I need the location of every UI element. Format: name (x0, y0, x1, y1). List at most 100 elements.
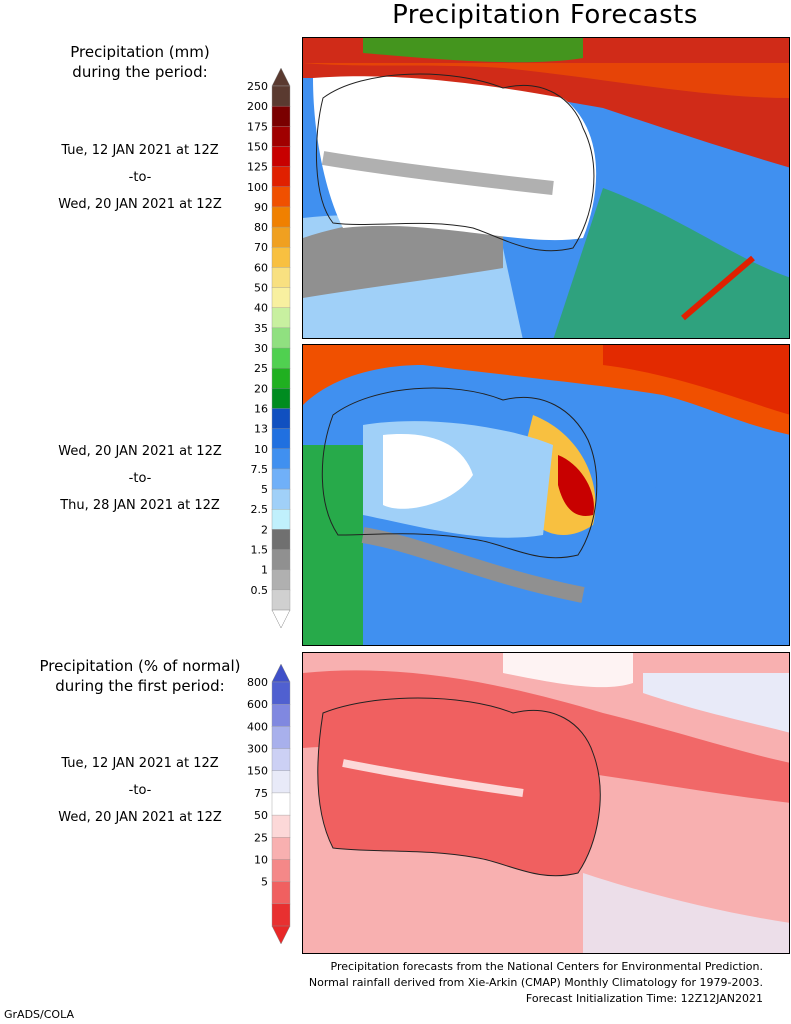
colorbar-tick-label: 16 (254, 402, 268, 415)
colorbar-top-triangle (271, 67, 291, 87)
colorbar-swatch (271, 388, 291, 410)
colorbar-swatch (271, 726, 291, 750)
colorbar-swatch (271, 859, 291, 883)
colorbar-tick-label: 35 (254, 322, 268, 335)
colorbar-swatch (271, 206, 291, 228)
period2-label: Wed, 20 JAN 2021 at 12Z -to- Thu, 28 JAN… (0, 438, 280, 519)
colorbar-tick-label: 25 (254, 831, 268, 844)
precip-heading-line2: during the period: (72, 63, 208, 81)
colorbar-swatch (271, 681, 291, 705)
period3-sep: -to- (128, 783, 152, 798)
colorbar-tick-label: 13 (254, 423, 268, 436)
colorbar-swatch (271, 105, 291, 128)
map-panel-period1 (302, 37, 790, 339)
colorbar-swatch (271, 748, 291, 772)
period1-start: Tue, 12 JAN 2021 at 12Z (61, 143, 219, 158)
cbar2-svg: 800 600 400 300 150 75 50 25 10 5 (247, 663, 291, 945)
colorbar-bottom-triangle (271, 609, 291, 629)
colorbar-tick-label: 5 (261, 483, 268, 496)
colorbar-tick-label: 400 (247, 720, 268, 733)
footer-line2: Normal rainfall derived from Xie-Arkin (… (308, 976, 763, 989)
colorbar-tick-label: 800 (247, 676, 268, 689)
colorbar-swatch (271, 903, 291, 927)
colorbar-swatch (271, 529, 291, 551)
colorbar-swatch (271, 509, 291, 531)
period1-label: Tue, 12 JAN 2021 at 12Z -to- Wed, 20 JAN… (0, 137, 280, 218)
pct-normal-map (303, 653, 789, 953)
colorbar-tick-label: 250 (247, 80, 268, 93)
pct-heading-line1: Precipitation (% of normal) (39, 657, 241, 675)
colorbar-swatch (271, 770, 291, 794)
colorbar-swatch (271, 428, 291, 450)
colorbar-swatch (271, 327, 291, 349)
colorbar-swatch (271, 267, 291, 289)
colorbar-tick-label: 90 (254, 201, 268, 214)
colorbar-tick-label: 600 (247, 698, 268, 711)
colorbar-swatch (271, 488, 291, 510)
colorbar-tick-label: 10 (254, 443, 268, 456)
period3-label: Tue, 12 JAN 2021 at 12Z -to- Wed, 20 JAN… (0, 750, 280, 831)
precip-map-2 (303, 345, 789, 645)
colorbar-bottom-triangle (271, 925, 291, 945)
colorbar-swatch (271, 126, 291, 148)
colorbar-tick-label: 80 (254, 221, 268, 234)
colorbar-tick-label: 30 (254, 342, 268, 355)
colorbar-swatch (271, 166, 291, 188)
colorbar-swatch (271, 186, 291, 208)
pct-colorbar: 800 600 400 300 150 75 50 25 10 5 (232, 663, 292, 945)
colorbar-swatch (271, 85, 291, 107)
period2-start: Wed, 20 JAN 2021 at 12Z (58, 444, 222, 459)
colorbar-swatch (271, 448, 291, 470)
colorbar-tick-label: 20 (254, 382, 268, 395)
colorbar-swatch (271, 226, 291, 248)
period2-end: Thu, 28 JAN 2021 at 12Z (60, 498, 220, 513)
colorbar-swatch (271, 146, 291, 168)
period3-end: Wed, 20 JAN 2021 at 12Z (58, 810, 222, 825)
colorbar-tick-label: 1.5 (251, 544, 269, 557)
map-panel-period2 (302, 344, 790, 646)
colorbar-swatch (271, 569, 291, 591)
colorbar-swatch (271, 468, 291, 490)
colorbar-tick-label: 10 (254, 853, 268, 866)
colorbar-tick-label: 5 (261, 876, 268, 889)
footer-line3: Forecast Initialization Time: 12Z12JAN20… (525, 992, 763, 1005)
pct-legend-heading: Precipitation (% of normal) during the f… (0, 656, 280, 696)
colorbar-tick-label: 60 (254, 261, 268, 274)
precip-colorbar: 250 200 175 150 125 100 90 80 70 60 50 40 35 30 25 20 16… (232, 67, 292, 629)
colorbar-swatch (271, 814, 291, 838)
precip-legend-heading: Precipitation (mm) during the period: (0, 42, 280, 82)
map-panel-pct-normal (302, 652, 790, 954)
precip-map-1 (303, 38, 789, 338)
colorbar-tick-label: 75 (254, 787, 268, 800)
cbar1-svg: 2502001751501251009080706050403530252016… (247, 67, 291, 629)
colorbar-swatch (271, 549, 291, 571)
period1-sep: -to- (128, 170, 152, 185)
colorbar-swatch (271, 367, 291, 390)
precip-heading-line1: Precipitation (mm) (70, 43, 210, 61)
footer-line1: Precipitation forecasts from the Nationa… (330, 960, 764, 973)
period2-sep: -to- (128, 471, 152, 486)
colorbar-tick-label: 200 (247, 100, 268, 113)
colorbar-tick-label: 70 (254, 241, 268, 254)
colorbar-tick-label: 50 (254, 282, 268, 295)
colorbar-top-triangle (271, 663, 291, 683)
colorbar-tick-label: 300 (247, 743, 268, 756)
colorbar-tick-label: 175 (247, 120, 268, 133)
colorbar-tick-label: 150 (247, 140, 268, 153)
colorbar-tick-label: 40 (254, 302, 268, 315)
colorbar-swatch (271, 881, 291, 905)
colorbar-swatch (271, 287, 291, 309)
colorbar-swatch (271, 703, 291, 728)
colorbar-swatch (271, 408, 291, 430)
colorbar-swatch (271, 247, 291, 269)
credit-label: GrADS/COLA (4, 1008, 74, 1021)
colorbar-tick-label: 100 (247, 181, 268, 194)
colorbar-tick-label: 2 (261, 523, 268, 536)
colorbar-swatch (271, 837, 291, 861)
pct-heading-line2: during the first period: (55, 677, 225, 695)
colorbar-tick-label: 2.5 (251, 503, 269, 516)
period1-end: Wed, 20 JAN 2021 at 12Z (58, 197, 222, 212)
page-title: Precipitation Forecasts (392, 0, 698, 30)
colorbar-swatch (271, 307, 291, 329)
colorbar-swatch (271, 347, 291, 369)
